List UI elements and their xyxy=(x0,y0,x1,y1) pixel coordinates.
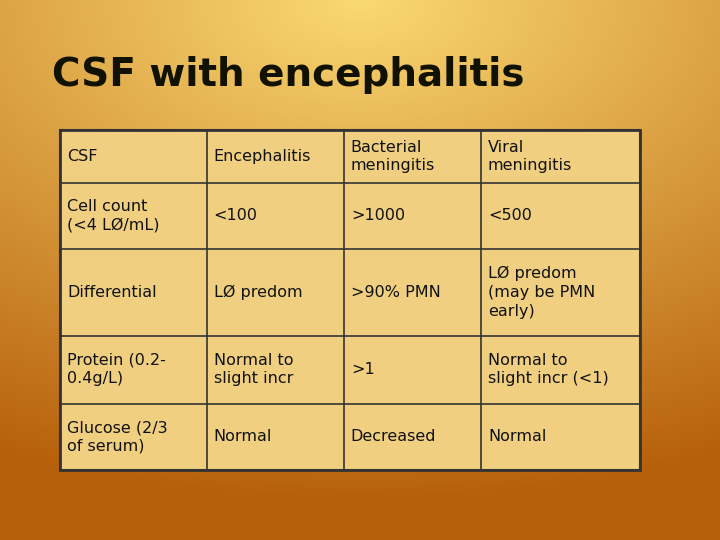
Text: CSF: CSF xyxy=(67,149,97,164)
Text: Decreased: Decreased xyxy=(351,429,436,444)
Text: Glucose (2/3
of serum): Glucose (2/3 of serum) xyxy=(67,420,168,454)
Text: Encephalitis: Encephalitis xyxy=(214,149,311,164)
Text: Normal: Normal xyxy=(488,429,546,444)
Text: Bacterial
meningitis: Bacterial meningitis xyxy=(351,139,435,173)
Text: LØ predom: LØ predom xyxy=(214,285,302,300)
Text: Viral
meningitis: Viral meningitis xyxy=(488,139,572,173)
Text: <500: <500 xyxy=(488,208,532,224)
Bar xyxy=(60,130,640,470)
Text: Normal to
slight incr: Normal to slight incr xyxy=(214,353,293,387)
Bar xyxy=(60,130,640,470)
Text: Differential: Differential xyxy=(67,285,157,300)
Text: Normal: Normal xyxy=(214,429,272,444)
Text: >1: >1 xyxy=(351,362,374,377)
Text: Cell count
(<4 LØ/mL): Cell count (<4 LØ/mL) xyxy=(67,199,160,233)
Text: LØ predom
(may be PMN
early): LØ predom (may be PMN early) xyxy=(488,266,595,319)
Text: Normal to
slight incr (<1): Normal to slight incr (<1) xyxy=(488,353,608,387)
Text: Protein (0.2-
0.4g/L): Protein (0.2- 0.4g/L) xyxy=(67,353,166,387)
Text: >90% PMN: >90% PMN xyxy=(351,285,441,300)
Text: >1000: >1000 xyxy=(351,208,405,224)
Text: CSF with encephalitis: CSF with encephalitis xyxy=(52,56,524,94)
Text: <100: <100 xyxy=(214,208,258,224)
